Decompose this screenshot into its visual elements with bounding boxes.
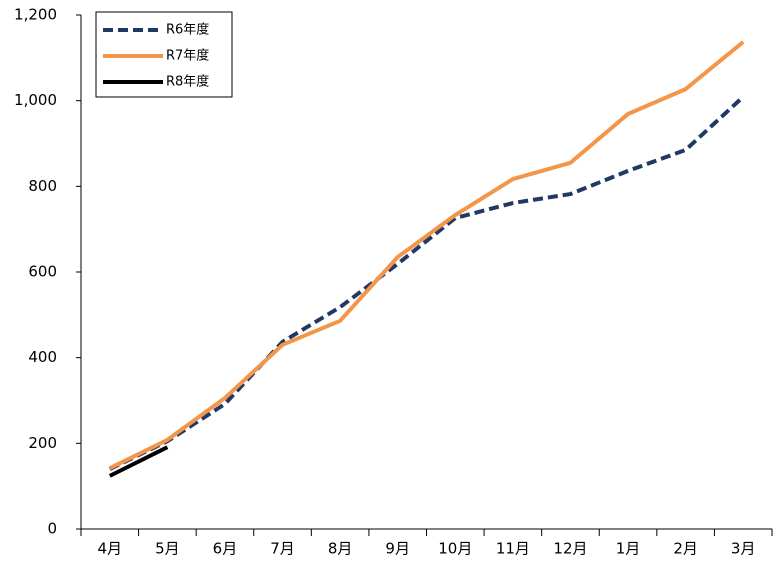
y-tick-label: 1,200 [14,6,57,24]
x-tick-label: 12月 [553,540,587,558]
x-tick-label: 7月 [270,540,295,558]
x-tick-label: 11月 [496,540,530,558]
y-tick-label: 600 [28,263,57,281]
series-line [108,445,169,478]
y-tick-label: 0 [47,520,57,538]
y-tick-label: 200 [28,434,57,452]
x-tick-label: 3月 [731,540,756,558]
x-tick-label: 2月 [673,540,698,558]
y-tick-label: 800 [28,177,57,195]
y-tick-label: 400 [28,348,57,366]
legend: R6年度 R7年度 R8年度 [95,11,233,98]
x-tick-label: 9月 [385,540,410,558]
x-tick-label: 6月 [213,540,238,558]
legend-label: R6年度 [166,22,209,38]
legend-label: R7年度 [166,48,209,64]
x-tick-label: 8月 [328,540,353,558]
x-tick-label: 4月 [98,540,123,558]
y-tick-label: 1,000 [14,91,57,109]
x-tick-label: 5月 [155,540,180,558]
x-tick-label: 10月 [438,540,472,558]
x-tick-label: 1月 [616,540,641,558]
legend-label: R8年度 [166,74,209,90]
series-line [108,95,745,471]
series-line [108,40,745,470]
